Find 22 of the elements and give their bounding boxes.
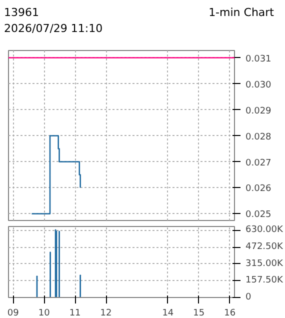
x-tick-label: 16 (224, 308, 236, 318)
x-tick-label: 12 (100, 308, 112, 318)
y-tick-label: 315.00K (246, 258, 284, 269)
x-tick-label: 10 (38, 308, 50, 318)
y-tick-label: 472.50K (246, 242, 284, 252)
x-tick-label: 09 (7, 308, 20, 318)
y-tick-label: 630.00K (246, 225, 284, 236)
y-tick-label: 157.50K (246, 276, 284, 286)
y-tick-label: 0.028 (246, 132, 272, 142)
y-tick-label: 0.027 (246, 158, 272, 168)
text: 1-min Chart (208, 5, 274, 21)
y-tick-label: 0.030 (246, 80, 272, 90)
x-tick-label: 11 (69, 308, 81, 318)
y-tick-label: 0.025 (246, 210, 272, 220)
y-tick-label: 0 (246, 292, 252, 302)
y-tick-label: 0.029 (246, 106, 272, 116)
y-tick-label: 0.031 (246, 54, 272, 64)
y-tick-label: 0.026 (246, 184, 272, 194)
x-tick-label: 14 (162, 308, 174, 318)
chart-title: 13961 (4, 5, 39, 21)
x-tick-label: 15 (193, 308, 205, 318)
chart-subtitle: 2026/07/29 11:10 (4, 21, 104, 37)
